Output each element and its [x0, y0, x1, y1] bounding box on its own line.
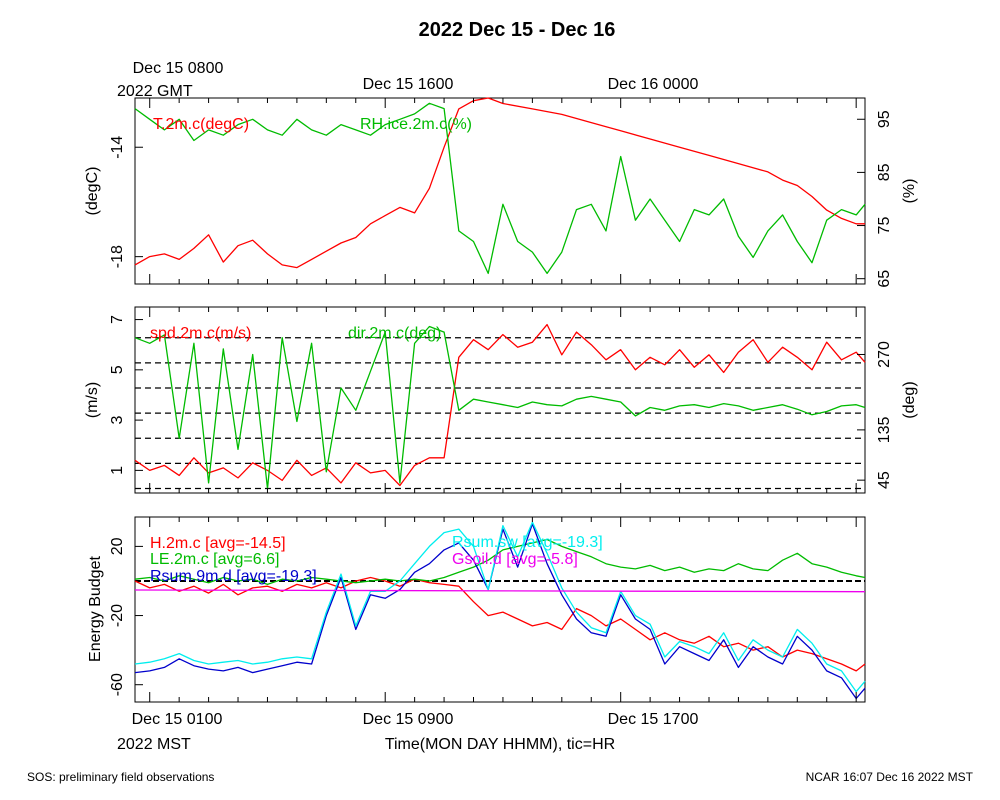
- x-axis-label: Time(MON DAY HHMM), tic=HR: [385, 736, 615, 753]
- footer-left: SOS: preliminary field observations: [27, 770, 214, 784]
- series-line-rh-ice-2m-c-: [134, 102, 866, 275]
- legend-radiation-sum: Rsum.9m.d [avg=-19.3]: [150, 568, 317, 585]
- bottom-tick-label-1: Dec 15 0100: [132, 711, 223, 728]
- y-tick-label-right: 75: [876, 217, 893, 235]
- legend-wind-direction: dir.2m.c(deg): [348, 325, 441, 342]
- y-tick-label-right: 45: [876, 471, 893, 489]
- legend-sensible-heat: H.2m.c [avg=-14.5]: [150, 535, 286, 552]
- panel-temp-rh-ylabel-left: (degC): [84, 167, 101, 216]
- y-tick-label-right: 270: [876, 341, 893, 368]
- series-line-le-2m-c: [134, 538, 866, 586]
- y-tick-label-left: 1: [109, 466, 126, 475]
- top-axis-timezone: 2022 GMT: [117, 83, 193, 100]
- panel-energy-ylabel: Energy Budget: [87, 556, 104, 662]
- y-tick-label-left: -60: [109, 673, 126, 696]
- bottom-tick-label-3: Dec 15 1700: [608, 711, 699, 728]
- panel-wind: 7 5 3 1 270 135 45 (m/s) (deg) spd.2m.c(m/s) d…: [84, 306, 918, 494]
- legend-temperature: T.2m.c(degC): [153, 116, 249, 133]
- legend-latent-heat: LE.2m.c [avg=6.6]: [150, 551, 279, 568]
- bottom-tick-label-2: Dec 15 0900: [363, 711, 454, 728]
- y-tick-label-left: 20: [109, 537, 126, 555]
- panel-wind-ylabel-left: (m/s): [84, 382, 101, 418]
- y-tick-label-right: 95: [876, 110, 893, 128]
- legend-soil-heat: Gsoil.d [avg=-5.8]: [452, 551, 578, 568]
- footer-right: NCAR 16:07 Dec 16 2022 MST: [806, 770, 974, 784]
- y-tick-label-left: 3: [109, 416, 126, 425]
- panel-energy-frame: [134, 516, 866, 703]
- y-tick-label-right: 65: [876, 270, 893, 288]
- series-line-spd-2m-c-m-s-: [134, 323, 866, 487]
- series-line-t-2m-c-degc-: [134, 97, 865, 269]
- legend-radiation-sw: Rsum.sw [avg=-19.3]: [452, 534, 603, 551]
- legend-wind-speed: spd.2m.c(m/s): [150, 325, 251, 342]
- panel-temp-rh-frame: [134, 97, 866, 285]
- y-tick-label-right: 135: [876, 416, 893, 443]
- legend-rh-ice: RH.ice.2m.c(%): [360, 116, 472, 133]
- panel-wind-frame: [134, 306, 866, 494]
- panel-energy: 20 -20 -60 Energy Budget H.2m.c [avg=-14.5…: [87, 516, 866, 703]
- figure-title: 2022 Dec 15 - Dec 16: [419, 19, 616, 41]
- y-tick-label-left: 7: [109, 315, 126, 324]
- panel-temp-rh: -14 -18 95 85 75 65 (degC) (%) T.2m.c(degC) R…: [84, 97, 918, 288]
- panel-temp-rh-ylabel-right: (%): [901, 179, 918, 204]
- bottom-axis-timezone: 2022 MST: [117, 736, 191, 753]
- series-line-rsum-9m-d: [134, 523, 866, 700]
- top-tick-label-3: Dec 16 0000: [608, 76, 699, 93]
- y-tick-label-left: -20: [109, 604, 126, 627]
- panel-wind-ylabel-right: (deg): [901, 381, 918, 418]
- y-tick-label-right: 85: [876, 163, 893, 181]
- top-tick-label-2: Dec 15 1600: [363, 76, 454, 93]
- series-line-gsoil-d: [134, 589, 866, 593]
- series-line-rsum-sw: [134, 521, 866, 693]
- y-tick-label-left: -18: [109, 245, 126, 268]
- y-tick-label-left: -14: [109, 136, 126, 159]
- top-tick-label-1: Dec 15 0800: [133, 60, 224, 77]
- series-line-dir-2m-c-deg-: [134, 325, 866, 490]
- y-tick-label-left: 5: [109, 365, 126, 374]
